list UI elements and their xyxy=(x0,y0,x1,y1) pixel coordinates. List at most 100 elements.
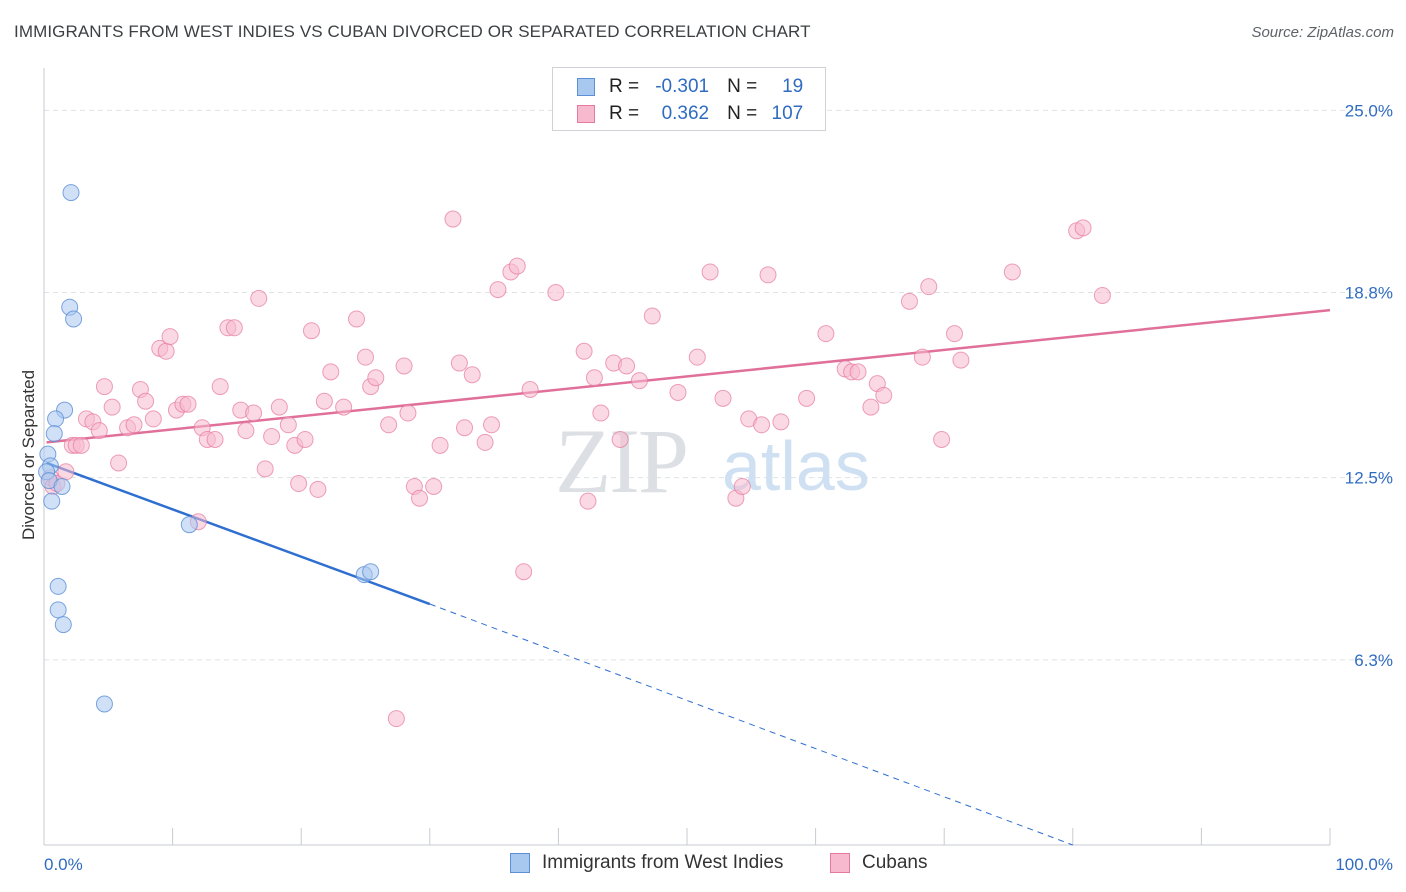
series-legend-cubans[interactable]: Cubans xyxy=(830,852,928,874)
cubans-point xyxy=(347,310,365,328)
west-indies-point xyxy=(62,184,80,202)
cubans-point xyxy=(444,210,462,228)
cubans-point xyxy=(643,307,661,325)
cubans-point xyxy=(669,383,687,401)
cubans-point xyxy=(225,319,243,337)
cubans-point xyxy=(611,430,629,448)
cubans-point xyxy=(395,357,413,375)
cubans-point xyxy=(618,357,636,375)
west-indies-point xyxy=(43,492,61,510)
cubans-point xyxy=(137,392,155,410)
west-indies-point xyxy=(47,410,65,428)
series-legend-west-indies[interactable]: Immigrants from West Indies xyxy=(510,852,783,874)
cubans-point xyxy=(279,416,297,434)
cubans-point xyxy=(315,392,333,410)
series-label-west-indies: Immigrants from West Indies xyxy=(542,852,784,873)
cubans-point xyxy=(425,477,443,495)
cubans-point xyxy=(476,433,494,451)
cubans-point xyxy=(103,398,121,416)
cubans-point xyxy=(585,369,603,387)
cubans-point xyxy=(322,363,340,381)
cubans-point xyxy=(933,430,951,448)
cubans-point xyxy=(157,342,175,360)
legend-swatch-pink xyxy=(577,105,595,123)
cubans-point xyxy=(1093,286,1111,304)
west-indies-trend-extension xyxy=(429,603,1073,846)
cubans-point xyxy=(367,369,385,387)
cubans-point xyxy=(237,422,255,440)
cubans-point xyxy=(521,381,539,399)
cubans-point xyxy=(798,389,816,407)
cubans-point xyxy=(95,378,113,396)
cubans-point xyxy=(920,278,938,296)
y-tick-label: 18.8% xyxy=(1345,284,1393,303)
cubans-point xyxy=(456,419,474,437)
grid-lines xyxy=(44,109,1394,661)
y-tick-label: 12.5% xyxy=(1345,469,1393,488)
stats-legend: R = -0.301 N = 19 R = 0.362 N = 107 xyxy=(552,67,826,131)
watermark: ZIP atlas xyxy=(555,410,870,512)
cubans-point xyxy=(309,480,327,498)
cubans-point xyxy=(411,489,429,507)
x-tick-label: 0.0% xyxy=(44,855,83,874)
cubans-point xyxy=(290,475,308,493)
west-indies-trend-line xyxy=(46,461,431,606)
legend-row-west-indies: R = -0.301 N = 19 xyxy=(577,74,803,100)
source-label: Source: ZipAtlas.com xyxy=(1251,24,1394,41)
cubans-point xyxy=(431,436,449,454)
chart-title: IMMIGRANTS FROM WEST INDIES VS CUBAN DIV… xyxy=(14,22,811,41)
cubans-point xyxy=(1003,263,1021,281)
west-indies-point xyxy=(49,601,67,619)
cubans-point xyxy=(179,395,197,413)
cubans-point xyxy=(450,354,468,372)
watermark-zip: ZIP xyxy=(555,410,687,512)
cubans-point xyxy=(592,404,610,422)
cubans-point xyxy=(399,404,417,422)
cubans-point xyxy=(714,389,732,407)
cubans-point xyxy=(913,348,931,366)
west-indies-point xyxy=(362,563,380,581)
cubans-points xyxy=(41,210,1111,728)
cubans-point xyxy=(733,477,751,495)
cubans-point xyxy=(463,366,481,384)
cubans-point xyxy=(296,430,314,448)
west-indies-point xyxy=(180,516,198,534)
cubans-point xyxy=(508,257,526,275)
series-swatch-pink xyxy=(830,853,850,873)
cubans-point xyxy=(952,351,970,369)
cubans-point xyxy=(125,416,143,434)
series-label-cubans: Cubans xyxy=(862,852,928,873)
cubans-point xyxy=(547,284,565,302)
cubans-point xyxy=(357,348,374,366)
west-indies-point xyxy=(53,477,71,495)
legend-n-value: 19 xyxy=(782,76,804,97)
cubans-point xyxy=(515,563,533,581)
cubans-point xyxy=(335,398,353,416)
west-indies-point xyxy=(49,577,67,595)
legend-n-label: N = xyxy=(727,76,758,97)
cubans-point xyxy=(211,378,229,396)
legend-r-label: R = xyxy=(609,76,640,97)
cubans-point xyxy=(144,410,162,428)
cubans-point xyxy=(772,413,790,431)
cubans-point xyxy=(263,428,281,446)
west-indies-points xyxy=(38,184,380,713)
cubans-point xyxy=(270,398,288,416)
legend-n-value: 107 xyxy=(771,103,804,124)
west-indies-point xyxy=(54,616,72,634)
cubans-point xyxy=(701,263,719,281)
cubans-point xyxy=(1074,219,1092,237)
x-tick-labels: 0.0% 100.0% xyxy=(44,855,1393,874)
y-tick-label: 25.0% xyxy=(1345,101,1393,120)
cubans-point xyxy=(387,710,405,728)
west-indies-point xyxy=(65,310,83,328)
legend-row-cubans: R = 0.362 N = 107 xyxy=(577,101,803,127)
x-tick-label: 100.0% xyxy=(1335,855,1393,874)
trend-lines xyxy=(46,308,1331,846)
cubans-point xyxy=(862,398,880,416)
cubans-point xyxy=(579,492,597,510)
cubans-point xyxy=(302,322,320,340)
cubans-point xyxy=(245,404,263,422)
cubans-point xyxy=(759,266,777,284)
